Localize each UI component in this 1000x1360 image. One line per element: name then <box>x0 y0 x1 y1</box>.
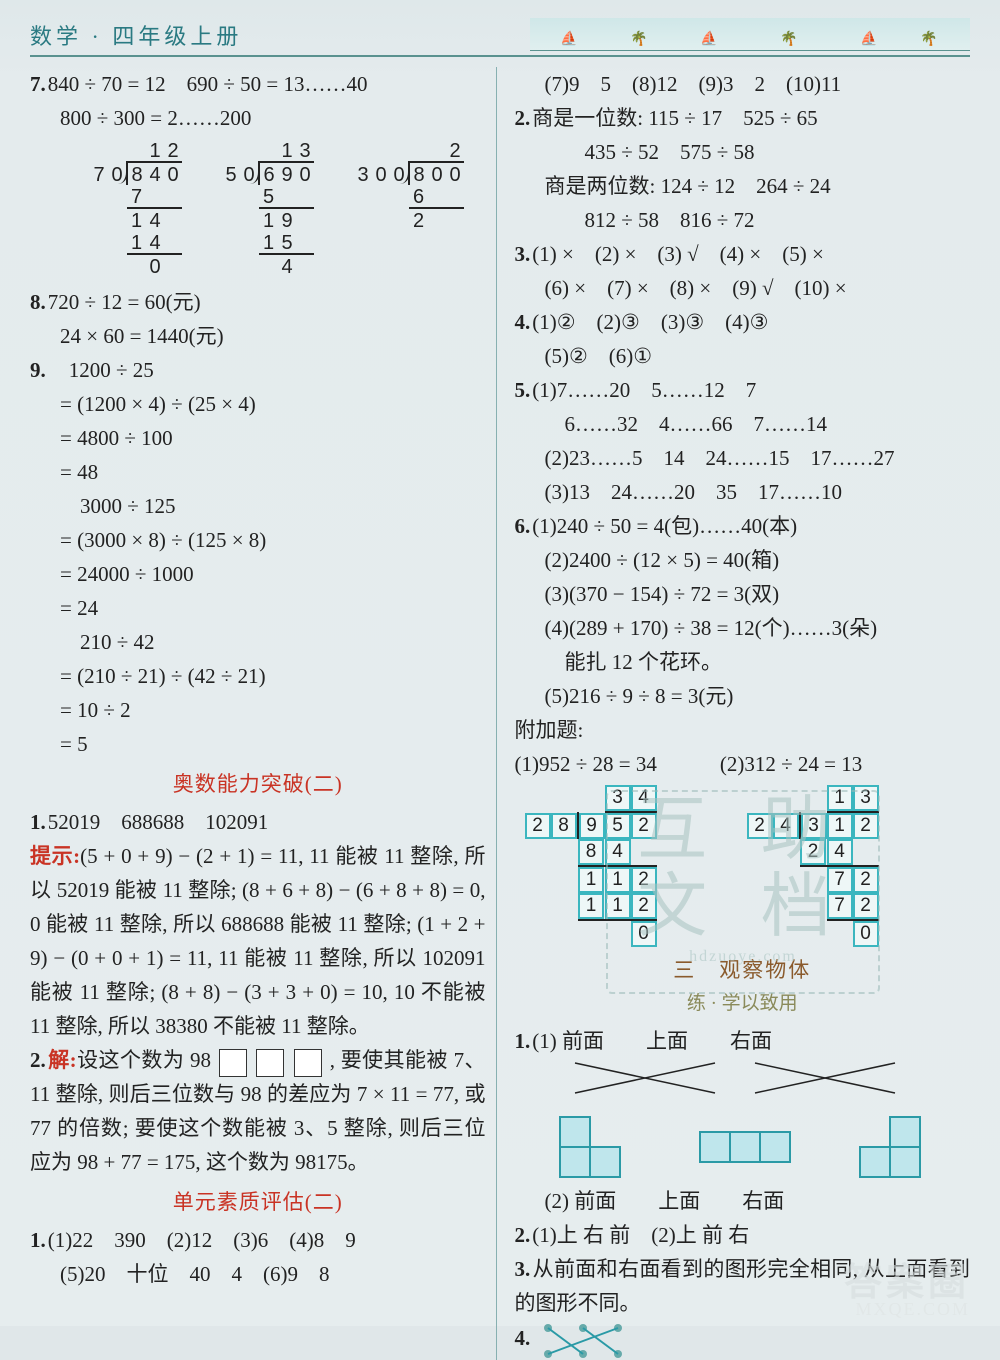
v1b: (2) 前面 上面 右面 <box>515 1184 971 1218</box>
v1: 1.(1) 前面 上面 右面 <box>515 1024 971 1058</box>
v4: 4. <box>515 1320 971 1360</box>
q6-4b: 能扎 12 个花环。 <box>515 645 971 679</box>
q3a: 3.(1) × (2) × (3) √ (4) × (5) × <box>515 237 971 271</box>
extra-label: 附加题: <box>515 713 971 747</box>
q2a: 2.商是一位数: 115 ÷ 17 525 ÷ 65 <box>515 101 971 135</box>
q3b: (6) × (7) × (8) × (9) √ (10) × <box>515 271 971 305</box>
shapes-row <box>515 1112 971 1182</box>
q5c: (3)13 24……20 35 17……10 <box>515 475 971 509</box>
section3-sub: 练 · 学以致用 <box>515 989 971 1020</box>
q8-line2: 24 × 60 = 1440(元) <box>30 319 486 353</box>
page: 数学 · 四年级上册 ⛵ 🌴 ⛵ 🌴 ⛵ 🌴 7.840 ÷ 70 = 12 6… <box>0 0 1000 1326</box>
work-a: 34 28952 84 112 112 0 <box>525 785 657 947</box>
q2a2: 435 ÷ 52 575 ÷ 58 <box>515 135 971 169</box>
unit-test-title: 单元素质评估(二) <box>30 1185 486 1219</box>
hint-label: 提示: <box>30 844 80 868</box>
longdiv-a: 12 70840 7 14 14 0 <box>90 139 182 277</box>
q9-a4: = 48 <box>30 455 486 489</box>
work-b: 13 24312 24 72 72 0 <box>747 785 879 947</box>
q8-line1: 8.720 ÷ 12 = 60(元) <box>30 285 486 319</box>
q9-b1: 3000 ÷ 125 <box>30 489 486 523</box>
q7-line2: 800 ÷ 300 = 2……200 <box>30 101 486 135</box>
q9-b3: = 24000 ÷ 1000 <box>30 557 486 591</box>
longdiv-b: 13 50690 5 19 15 4 <box>222 139 314 277</box>
q9-c3: = 10 ÷ 2 <box>30 693 486 727</box>
solve-label: 解: <box>48 1048 77 1072</box>
o1-hint: 提示:(5 + 0 + 9) − (2 + 1) = 11, 11 能被 11 … <box>30 839 486 1043</box>
book-title: 数学 · 四年级上册 <box>30 19 242 51</box>
q4b: (5)② (6)① <box>515 339 971 373</box>
blank-box <box>219 1049 247 1077</box>
q6-4: (4)(289 + 170) ÷ 38 = 12(个)……3(朵) <box>515 611 971 645</box>
q9-a2: = (1200 × 4) ÷ (25 × 4) <box>30 387 486 421</box>
q6-2: (2)2400 ÷ (12 × 5) = 40(箱) <box>515 543 971 577</box>
page-header: 数学 · 四年级上册 ⛵ 🌴 ⛵ 🌴 ⛵ 🌴 <box>30 18 970 57</box>
q6-3: (3)(370 − 154) ÷ 72 = 3(双) <box>515 577 971 611</box>
o2: 2.解:设这个数为 98 , 要使其能被 7、11 整除, 则后三位数与 98 … <box>30 1043 486 1179</box>
blank-box <box>294 1049 322 1077</box>
columns: 7.840 ÷ 70 = 12 690 ÷ 50 = 13……40 800 ÷ … <box>30 67 970 1360</box>
right-column: (7)9 5 (8)12 (9)3 2 (10)11 2.商是一位数: 115 … <box>497 67 971 1360</box>
q9-a1: 9. 1200 ÷ 25 <box>30 353 486 387</box>
v2: 2.(1)上 右 前 (2)上 前 右 <box>515 1218 971 1252</box>
v3: 3.从前面和右面看到的图形完全相同, 从上面看到的图形不同。 <box>515 1252 971 1320</box>
q9-c4: = 5 <box>30 727 486 761</box>
blank-box <box>256 1049 284 1077</box>
q9-c1: 210 ÷ 42 <box>30 625 486 659</box>
q9-a3: = 4800 ÷ 100 <box>30 421 486 455</box>
ut-top: (7)9 5 (8)12 (9)3 2 (10)11 <box>515 67 971 101</box>
extra-row: (1)952 ÷ 28 = 34 (2)312 ÷ 24 = 13 <box>515 747 971 781</box>
cross-lines <box>515 1058 971 1108</box>
work-row: 34 28952 84 112 112 0 13 24312 24 72 72 <box>515 785 971 947</box>
ut1: 1.(1)22 390 (2)12 (3)6 (4)8 9 <box>30 1223 486 1257</box>
q2b2: 812 ÷ 58 816 ÷ 72 <box>515 203 971 237</box>
longdiv-c: 2 300800 6 2 <box>354 139 464 277</box>
q9-b4: = 24 <box>30 591 486 625</box>
header-decoration: ⛵ 🌴 ⛵ 🌴 ⛵ 🌴 <box>530 18 970 51</box>
q5b: (2)23……5 14 24……15 17……27 <box>515 441 971 475</box>
shape-right <box>855 1112 935 1182</box>
q9-b2: = (3000 × 8) ÷ (125 × 8) <box>30 523 486 557</box>
section3-title: 三 观察物体 <box>515 953 971 987</box>
q5a: 5.(1)7……20 5……12 7 <box>515 373 971 407</box>
q6-5: (5)216 ÷ 9 ÷ 8 = 3(元) <box>515 679 971 713</box>
olympiad-title: 奥数能力突破(二) <box>30 767 486 801</box>
q2b: 商是两位数: 124 ÷ 12 264 ÷ 24 <box>515 169 971 203</box>
q6-1: 6.(1)240 ÷ 50 = 4(包)……40(本) <box>515 509 971 543</box>
shape-top <box>695 1112 795 1182</box>
shape-front <box>555 1112 635 1182</box>
q4a: 4.(1)② (2)③ (3)③ (4)③ <box>515 305 971 339</box>
long-division-row: 12 70840 7 14 14 0 13 50690 5 19 <box>30 139 486 277</box>
o1-line1: 1.52019 688688 102091 <box>30 805 486 839</box>
q9-c2: = (210 ÷ 21) ÷ (42 ÷ 21) <box>30 659 486 693</box>
q5a2: 6……32 4……66 7……14 <box>515 407 971 441</box>
q7-line1: 7.840 ÷ 70 = 12 690 ÷ 50 = 13……40 <box>30 67 486 101</box>
left-column: 7.840 ÷ 70 = 12 690 ÷ 50 = 13……40 800 ÷ … <box>30 67 497 1360</box>
ut2: (5)20 十位 40 4 (6)9 8 <box>30 1257 486 1291</box>
